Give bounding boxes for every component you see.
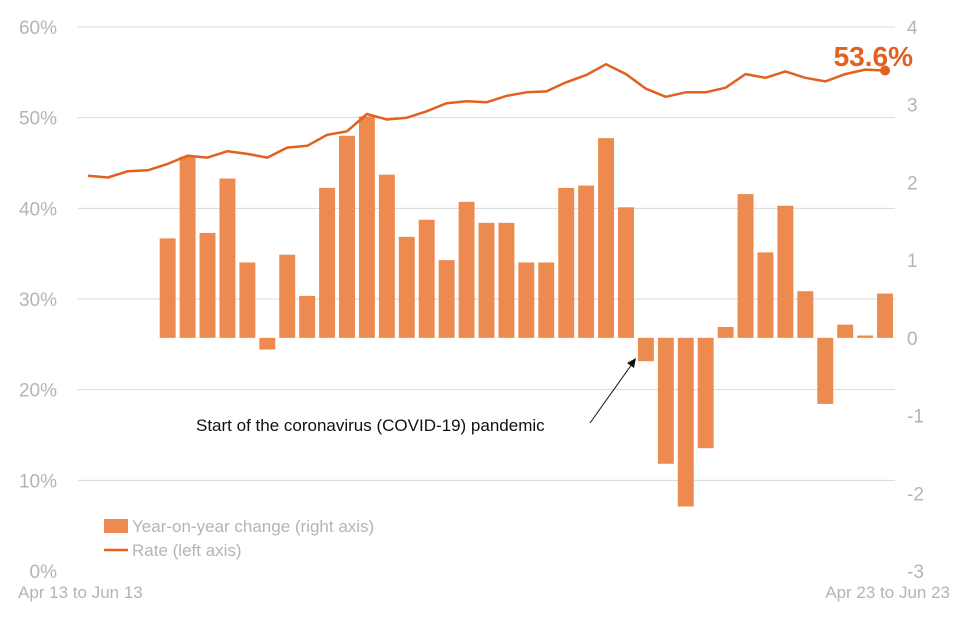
- bar: [518, 262, 535, 338]
- bar: [538, 262, 555, 338]
- x-tick-label-last: Apr 23 to Jun 23: [825, 583, 950, 602]
- left-axis-tick-label: 50%: [19, 109, 57, 130]
- bar: [299, 295, 316, 338]
- left-axis-tick-label: 20%: [19, 381, 57, 402]
- annotation-arrow-line: [589, 363, 633, 424]
- annotation-arrow-head: [627, 358, 636, 368]
- bar: [797, 291, 814, 338]
- bar: [558, 187, 575, 338]
- right-axis-tick-label: -2: [907, 484, 924, 505]
- bar: [837, 324, 854, 338]
- legend-line-label: Rate (left axis): [132, 541, 242, 560]
- bar: [877, 293, 894, 338]
- bar: [279, 254, 296, 338]
- bar: [697, 337, 714, 449]
- bar: [717, 326, 734, 338]
- rate-line: [87, 62, 886, 179]
- bar: [239, 262, 256, 338]
- right-axis-tick-label: -1: [907, 407, 924, 428]
- bar: [817, 337, 834, 404]
- bar: [737, 194, 754, 338]
- bar: [578, 185, 595, 338]
- rate-end-marker: [880, 65, 891, 76]
- pandemic-annotation: Start of the coronavirus (COVID-19) pand…: [196, 416, 545, 435]
- bar: [657, 337, 674, 464]
- bar-series: [159, 116, 894, 507]
- latest-rate-label: 53.6%: [834, 41, 913, 72]
- left-axis-tick-label: 60%: [19, 18, 57, 39]
- bar: [159, 238, 176, 338]
- bar: [358, 116, 375, 338]
- right-axis-tick-label: 2: [907, 173, 918, 194]
- bar: [757, 252, 774, 338]
- bar: [598, 138, 615, 338]
- bar: [498, 222, 515, 338]
- bar: [677, 337, 694, 507]
- line-series: [87, 62, 891, 179]
- bar: [398, 236, 415, 338]
- right-axis-tick-label: -3: [907, 562, 924, 583]
- bar: [438, 260, 455, 338]
- bar: [777, 205, 794, 338]
- bar: [857, 335, 874, 338]
- right-axis-tick-label: 0: [907, 329, 918, 350]
- bar: [478, 222, 495, 338]
- right-axis-tick-label: 4: [907, 18, 918, 39]
- left-axis-tick-label: 40%: [19, 199, 57, 220]
- legend-bar-label: Year-on-year change (right axis): [132, 517, 374, 536]
- bar: [339, 135, 355, 338]
- bar: [199, 232, 216, 338]
- bar: [259, 337, 276, 350]
- bar: [618, 207, 634, 338]
- bar: [418, 219, 435, 338]
- bar: [637, 337, 654, 362]
- left-axis-ticks: 0% 10% 20% 30% 40% 50% 60%: [19, 18, 57, 583]
- bar: [319, 187, 336, 338]
- right-axis-ticks: -3 -2 -1 0 1 2 3 4: [907, 18, 924, 583]
- left-axis-tick-label: 30%: [19, 290, 57, 311]
- bar: [219, 178, 236, 338]
- x-tick-label-first: Apr 13 to Jun 13: [18, 583, 143, 602]
- left-axis-tick-label: 10%: [19, 471, 57, 492]
- bar: [179, 156, 196, 338]
- legend-bar-swatch: [104, 519, 128, 533]
- right-axis-tick-label: 3: [907, 96, 918, 117]
- left-axis-tick-label: 0%: [30, 562, 58, 583]
- bar: [458, 201, 475, 338]
- right-axis-tick-label: 1: [907, 251, 918, 272]
- bar: [378, 174, 395, 338]
